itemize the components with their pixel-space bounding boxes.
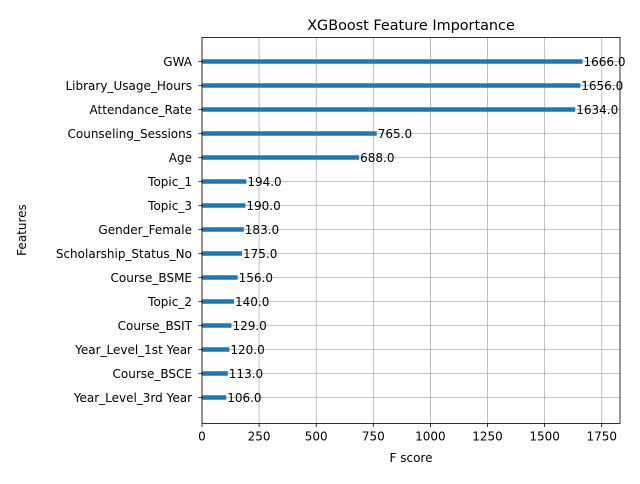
y-tick-label: Scholarship_Status_No [56, 247, 192, 261]
y-tick-label: GWA [163, 55, 193, 69]
y-tick-label: Age [169, 151, 192, 165]
bar-topic-2 [202, 299, 234, 304]
bar-library-usage-hours [202, 83, 581, 88]
x-tick-label: 1000 [415, 430, 446, 444]
bar-attendance-rate [202, 107, 576, 112]
y-tick-label: Gender_Female [98, 223, 192, 237]
value-label: 1656.0 [581, 79, 623, 93]
value-label: 1634.0 [576, 103, 618, 117]
bar-course-bsce [202, 371, 228, 376]
x-tick-label: 250 [248, 430, 271, 444]
value-label: 190.0 [246, 199, 280, 213]
x-tick-label: 750 [362, 430, 385, 444]
y-tick-label: Library_Usage_Hours [65, 79, 192, 93]
y-tick-label: Attendance_Rate [90, 103, 192, 117]
y-axis-label: Features [15, 204, 29, 256]
value-label: 194.0 [247, 175, 281, 189]
y-tick-layer: GWA Library_Usage_Hours Attendance_Rate Cou… [56, 55, 202, 405]
chart-title: XGBoost Feature Importance [307, 18, 515, 34]
x-axis-label: F score [390, 451, 433, 465]
value-label-layer: 1666.0 1656.0 1634.0 765.0 688.0 194.0 190.0 18… [227, 55, 625, 405]
y-tick-label: Year_Level_1st Year [74, 343, 192, 357]
bar-year-level-1st-year [202, 347, 230, 352]
x-tick-layer: 0 250 500 750 1000 1250 1500 1750 [198, 423, 617, 444]
value-label: 1666.0 [584, 55, 626, 69]
value-label: 120.0 [230, 343, 264, 357]
y-tick-label: Topic_2 [147, 295, 192, 309]
value-label: 156.0 [239, 271, 273, 285]
x-tick-label: 0 [198, 430, 206, 444]
bar-course-bsme [202, 275, 238, 280]
bar-topic-3 [202, 203, 246, 208]
plot-frame [201, 37, 621, 424]
value-label: 129.0 [232, 319, 266, 333]
y-tick-label: Topic_1 [147, 175, 192, 189]
x-tick-label: 1750 [586, 430, 617, 444]
bar-layer [202, 59, 583, 400]
bar-gwa [202, 59, 583, 64]
bar-scholarship-status-no [202, 251, 242, 256]
value-label: 688.0 [360, 151, 394, 165]
bar-course-bsit [202, 323, 232, 328]
y-tick-label: Topic_3 [147, 199, 192, 213]
value-label: 106.0 [227, 391, 261, 405]
y-tick-label: Course_BSME [111, 271, 192, 285]
bar-topic-1 [202, 179, 247, 184]
y-tick-label: Year_Level_3rd Year [73, 391, 192, 405]
bar-counseling-sessions [202, 131, 377, 136]
value-label: 765.0 [378, 127, 412, 141]
x-tick-label: 1500 [529, 430, 560, 444]
y-tick-label: Course_BSCE [113, 367, 193, 381]
bar-year-level-3rd-year [202, 395, 227, 400]
x-tick-label: 500 [305, 430, 328, 444]
value-label: 183.0 [245, 223, 279, 237]
value-label: 113.0 [229, 367, 263, 381]
bar-age [202, 155, 360, 160]
y-tick-label: Counseling_Sessions [68, 127, 193, 141]
y-tick-label: Course_BSIT [118, 319, 193, 333]
value-label: 175.0 [243, 247, 277, 261]
value-label: 140.0 [235, 295, 269, 309]
x-tick-label: 1250 [472, 430, 503, 444]
bar-gender-female [202, 227, 244, 232]
